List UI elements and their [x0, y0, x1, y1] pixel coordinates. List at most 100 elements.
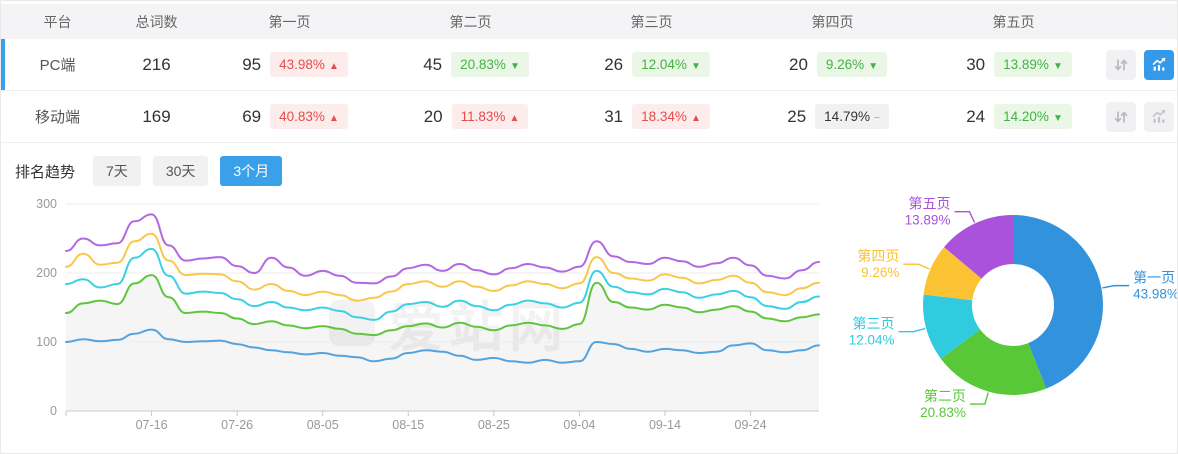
page1-count: 95	[242, 54, 262, 74]
col-header-page2: 第二页	[449, 13, 492, 30]
page3-pct-badge: 12.04% ▼	[632, 52, 710, 77]
page2-cell: 45 20.83% ▼	[380, 52, 561, 77]
selected-row-indicator	[1, 39, 5, 90]
page1-pct-badge: 40.83% ▲	[270, 104, 348, 129]
pie-label-pct: 20.83%	[920, 405, 966, 420]
pct-value: 20.83%	[460, 57, 506, 72]
page3-cell: 26 12.04% ▼	[561, 52, 742, 77]
platform-name: 移动端	[34, 109, 80, 126]
total-words-value: 169	[142, 106, 171, 126]
pie-slice-第五页[interactable]	[944, 215, 1013, 279]
row-actions	[1104, 49, 1177, 80]
pie-label-name: 第一页	[1133, 270, 1175, 286]
pie-label-name: 第五页	[908, 196, 950, 212]
sort-arrows-icon	[1114, 58, 1128, 71]
trend-up-icon: ▲	[509, 113, 520, 124]
pct-value: 12.04%	[641, 57, 687, 72]
chart-button-active[interactable]	[1144, 49, 1174, 80]
col-header-page5: 第五页	[992, 13, 1035, 30]
pct-value: 14.20%	[1003, 109, 1049, 124]
page1-pct-badge: 43.98% ▲	[270, 52, 348, 77]
platform-rank-table: 平台 总词数 第一页 第二页 第三页 第四页 第五页 PC端 216 95 43…	[1, 4, 1177, 143]
x-axis-label: 07-26	[221, 418, 253, 432]
page5-count: 30	[966, 54, 986, 74]
pct-value: 9.26%	[825, 57, 865, 72]
row-actions	[1104, 101, 1177, 132]
col-header-page1: 第一页	[268, 13, 311, 30]
x-axis-label: 07-16	[136, 418, 168, 432]
pct-value: 11.83%	[460, 109, 506, 124]
trend-down-icon: ▼	[1052, 61, 1063, 72]
col-header-platform: 平台	[43, 13, 72, 30]
page2-cell: 20 11.83% ▲	[380, 104, 561, 129]
trend-down-icon: ▼	[1052, 113, 1063, 124]
pie-label-pct: 43.98%	[1133, 287, 1178, 302]
tab-3-months[interactable]: 3个月	[220, 156, 283, 186]
x-axis-label: 09-14	[649, 418, 681, 432]
pie-slice-第三页[interactable]	[923, 294, 981, 359]
line-chart-svg: 07-16 07-26 08-05 08-15 08-25 09-04 09-14 09-24…	[36, 197, 820, 432]
trend-down-icon: ▼	[690, 61, 701, 72]
page4-cell: 20 9.26% ▼	[742, 52, 923, 77]
page2-count: 20	[423, 106, 443, 126]
page3-count: 31	[604, 106, 624, 126]
page5-pct-badge: 14.20% ▼	[994, 104, 1072, 129]
pie-label-pct: 13.89%	[905, 213, 951, 228]
pie-slice-第一页[interactable]	[1013, 215, 1103, 389]
y-axis-label: 0	[50, 404, 57, 418]
trend-up-icon: ▲	[328, 61, 339, 72]
pie-label-name: 第三页	[853, 316, 895, 332]
x-axis-label: 09-24	[735, 418, 767, 432]
pct-value: 13.89%	[1003, 57, 1049, 72]
pie-label-name: 第二页	[924, 388, 966, 404]
sort-arrows-icon	[1114, 110, 1128, 123]
pie-slice-第二页[interactable]	[940, 329, 1047, 395]
trend-flat-icon: −	[873, 113, 880, 124]
page4-pct-badge: 9.26% ▼	[816, 52, 888, 77]
page3-cell: 31 18.34% ▲	[561, 104, 742, 129]
series-line-第一页	[65, 328, 820, 364]
chart-button[interactable]	[1144, 101, 1174, 132]
rank-trend-line-chart: 07-16 07-26 08-05 08-15 08-25 09-04 09-14 09-24…	[1, 191, 831, 453]
page1-cell: 95 43.98% ▲	[199, 52, 380, 77]
trend-up-icon: ▲	[690, 113, 701, 124]
pct-value: 43.98%	[279, 57, 325, 72]
x-axis-label: 08-25	[478, 418, 510, 432]
pct-value: 14.79%	[824, 109, 870, 124]
x-axis-label: 09-04	[563, 418, 595, 432]
page5-cell: 30 13.89% ▼	[923, 52, 1104, 77]
table-header-row: 平台 总词数 第一页 第二页 第三页 第四页 第五页	[1, 4, 1177, 39]
table-row-mobile[interactable]: 移动端 169 69 40.83% ▲ 20 11.83% ▲ 31 18.34% ▲…	[1, 91, 1177, 143]
x-axis-label: 08-15	[392, 418, 424, 432]
label-leader-line	[903, 263, 930, 270]
sort-button[interactable]	[1106, 101, 1136, 132]
page4-count: 20	[788, 54, 808, 74]
page1-cell: 69 40.83% ▲	[199, 104, 380, 129]
tab-7-days[interactable]: 7天	[93, 156, 141, 186]
page3-pct-badge: 18.34% ▲	[632, 104, 710, 129]
col-header-page4: 第四页	[811, 13, 854, 30]
trend-chart-icon	[1152, 57, 1165, 71]
pie-slice-第四页[interactable]	[923, 247, 982, 301]
sort-button[interactable]	[1106, 49, 1136, 80]
series-line-第五页	[65, 213, 820, 285]
page2-count: 45	[423, 54, 443, 74]
trend-toolbar: 排名趋势 7天 30天 3个月	[1, 143, 1177, 186]
page4-count: 25	[787, 106, 807, 126]
page2-pct-badge: 11.83% ▲	[451, 104, 529, 129]
platform-name: PC端	[39, 57, 76, 74]
y-axis-label: 300	[36, 197, 57, 211]
page5-pct-badge: 13.89% ▼	[994, 52, 1072, 77]
col-header-total-words: 总词数	[135, 13, 178, 30]
page4-cell: 25 14.79% −	[742, 104, 923, 129]
label-leader-line	[969, 392, 989, 405]
page5-cell: 24 14.20% ▼	[923, 104, 1104, 129]
table-row-pc[interactable]: PC端 216 95 43.98% ▲ 45 20.83% ▼ 26 12.04% ▼…	[1, 39, 1177, 91]
y-axis-label: 100	[36, 335, 57, 349]
page1-count: 69	[242, 106, 262, 126]
page-distribution-donut-chart: 第一页 43.98% 第二页 20.83% 第三页 12.04% 第四页 9.26% 第五页 13…	[831, 171, 1178, 453]
pie-label-pct: 12.04%	[849, 333, 895, 348]
tab-30-days[interactable]: 30天	[152, 156, 209, 186]
pct-value: 18.34%	[641, 109, 687, 124]
